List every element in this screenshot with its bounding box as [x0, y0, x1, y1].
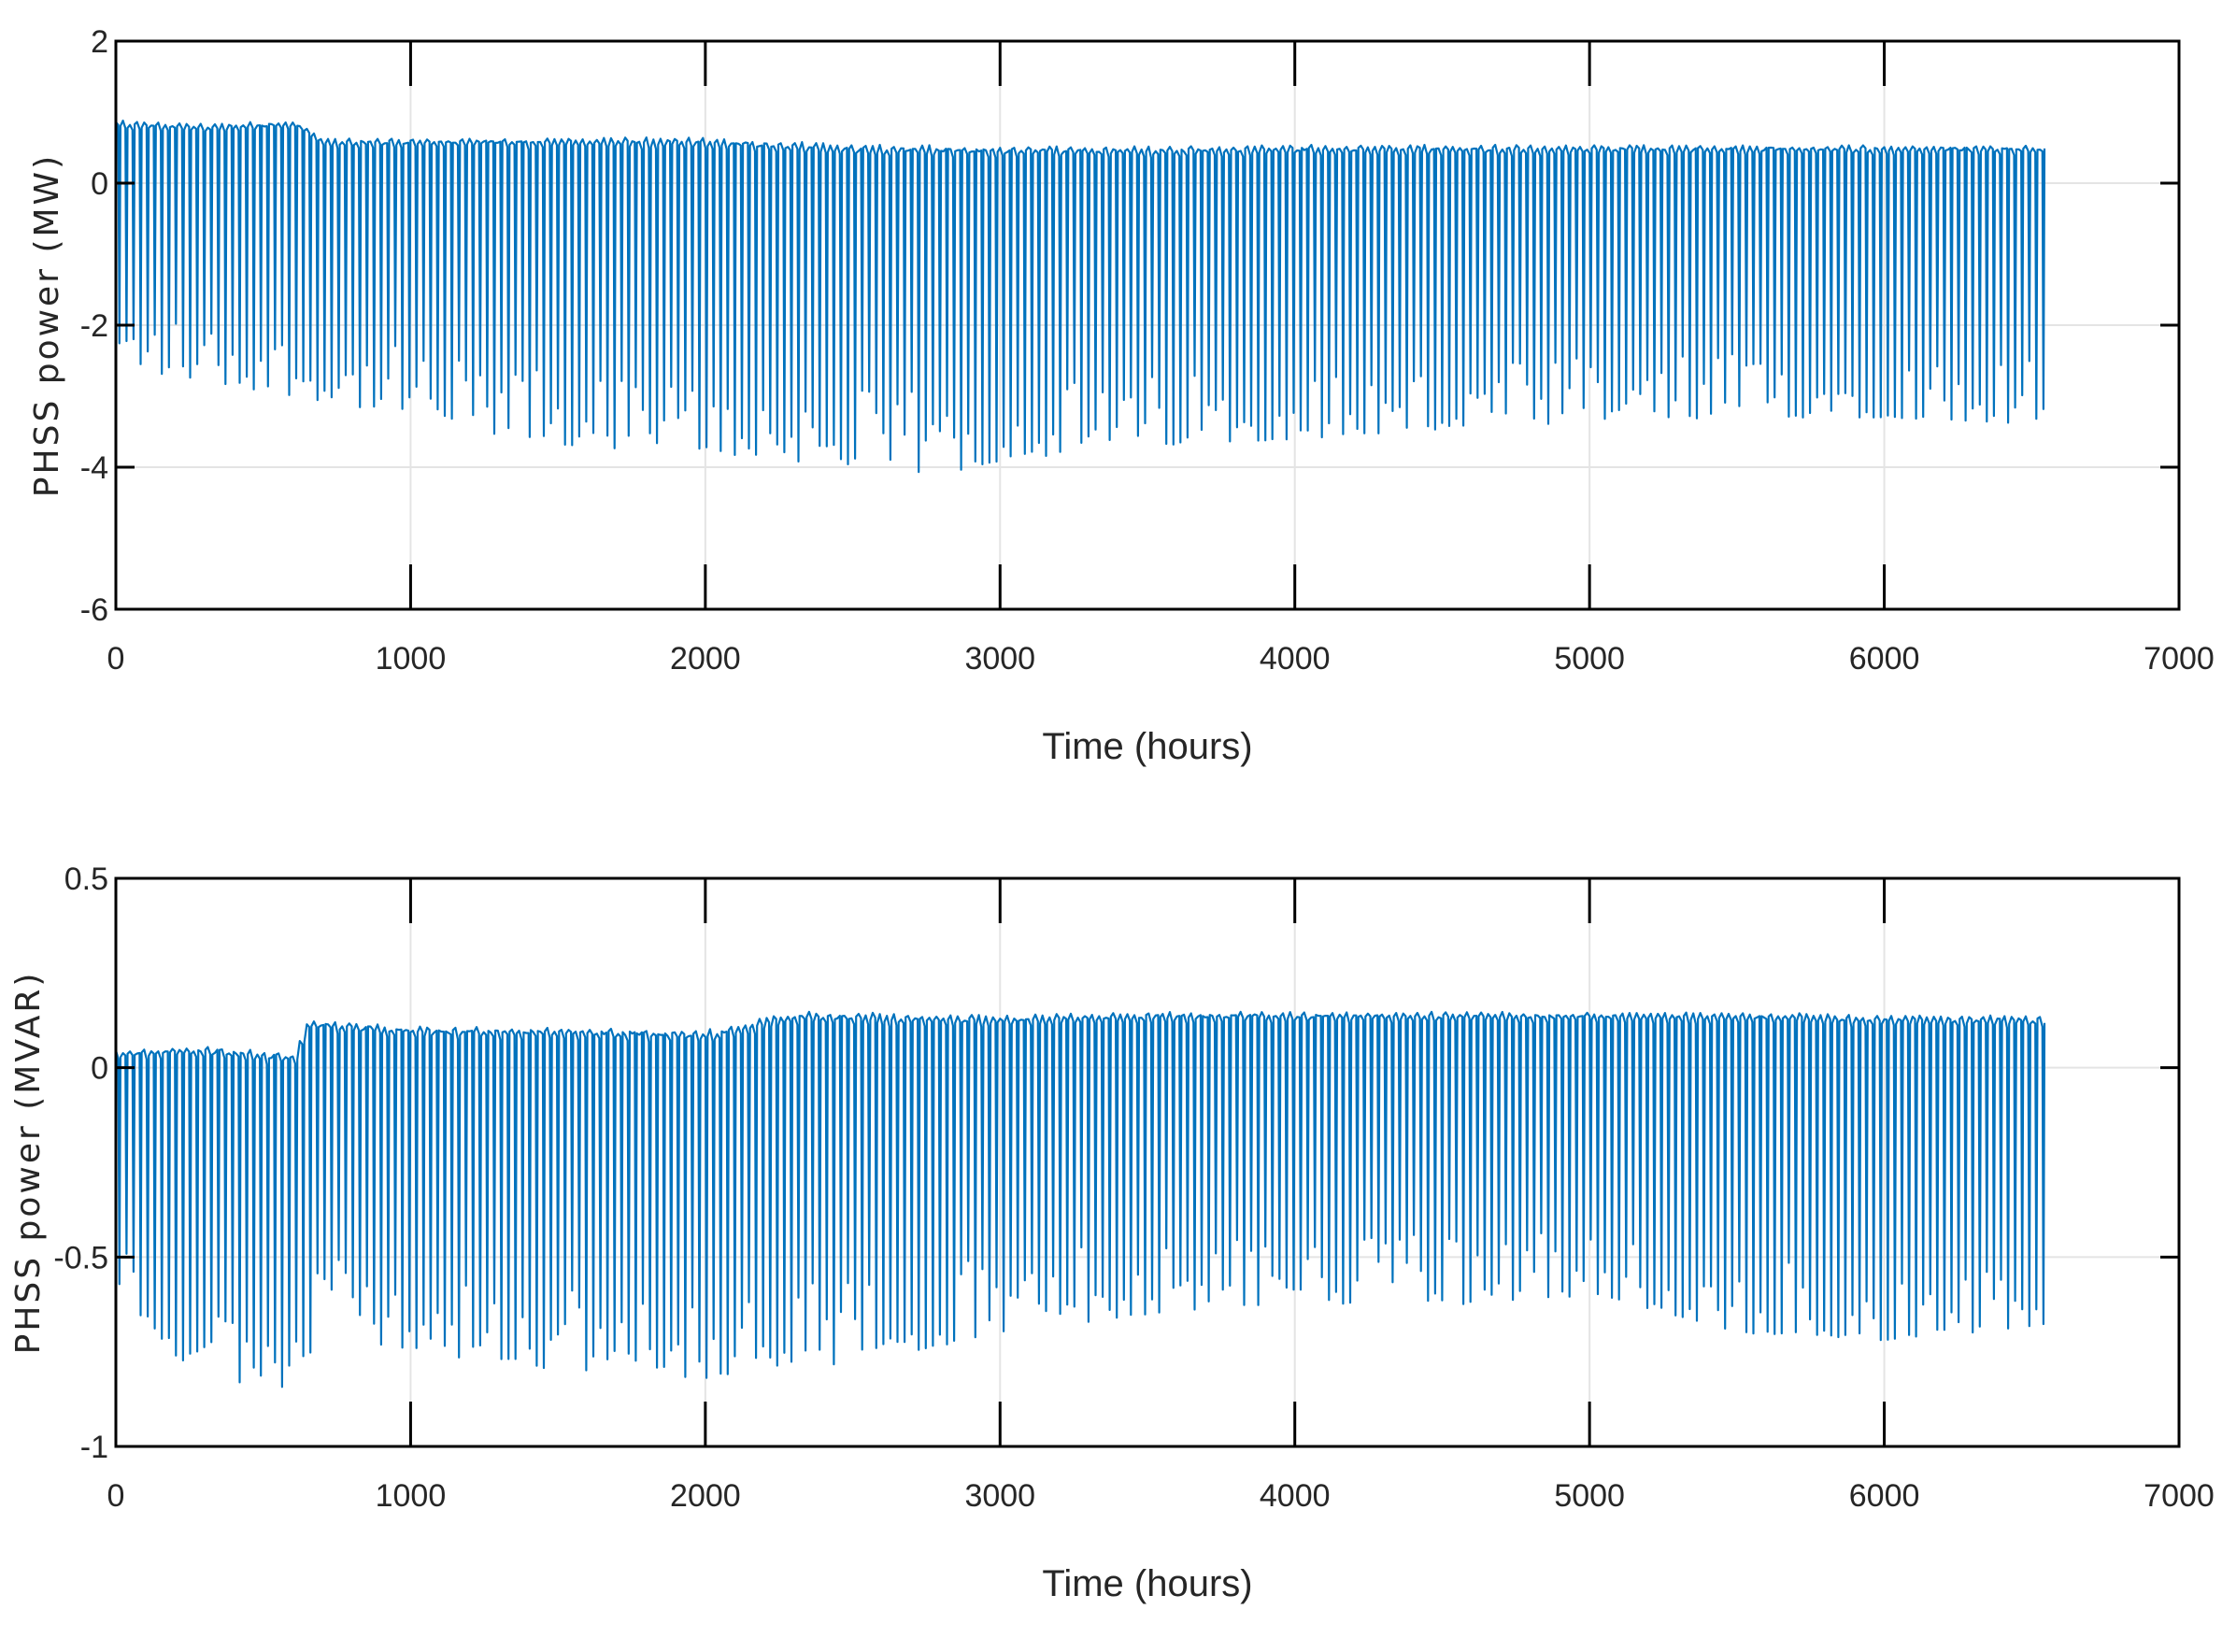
- y-tick-label: 0: [91, 166, 108, 202]
- y-axis-label: PHSS power (MW): [28, 153, 66, 497]
- tick-marks: [114, 876, 2181, 1448]
- x-tick-label: 1000: [376, 641, 447, 676]
- x-tick-label: 5000: [1554, 641, 1625, 676]
- x-tick-labels: 0 1000 2000 3000 4000 5000 6000 7000: [107, 1478, 2215, 1514]
- chart-active-power: 0 1000 2000 3000 4000 5000 6000 7000 2 0 -2 -4 -6 T…: [28, 24, 2215, 767]
- y-axis-label: PHSS power (MVAR): [9, 971, 48, 1355]
- chart-reactive-power: 0 1000 2000 3000 4000 5000 6000 7000 0.5 0 -0.5 -1…: [9, 862, 2215, 1604]
- x-tick-label: 2000: [670, 641, 741, 676]
- series-line-active-power: [115, 120, 2046, 474]
- y-tick-label: 0.5: [64, 862, 108, 897]
- x-tick-label: 4000: [1260, 641, 1331, 676]
- x-tick-label: 6000: [1849, 641, 1920, 676]
- x-tick-label: 0: [107, 641, 125, 676]
- tick-marks: [114, 39, 2181, 611]
- grid-lines: [116, 878, 2179, 1446]
- x-tick-label: 2000: [670, 1478, 741, 1514]
- series-line-reactive-power: [114, 1010, 2046, 1389]
- x-tick-label: 7000: [2144, 641, 2215, 676]
- x-axis-label: Time (hours): [1042, 1563, 1252, 1604]
- x-tick-label: 4000: [1260, 1478, 1331, 1514]
- y-tick-labels: 0.5 0 -0.5 -1: [53, 862, 108, 1465]
- series-line: [115, 120, 2046, 474]
- x-tick-labels: 0 1000 2000 3000 4000 5000 6000 7000: [107, 641, 2215, 676]
- y-tick-label: 0: [91, 1051, 108, 1087]
- y-tick-label: -0.5: [53, 1240, 108, 1275]
- y-tick-label: 2: [91, 24, 108, 60]
- y-tick-label: -1: [80, 1430, 108, 1465]
- x-tick-label: 3000: [964, 1478, 1035, 1514]
- x-tick-label: 5000: [1554, 1478, 1625, 1514]
- plot-frame: [114, 876, 2181, 1448]
- y-tick-label: -2: [80, 308, 108, 344]
- y-tick-labels: 2 0 -2 -4 -6: [80, 24, 108, 628]
- series-line: [114, 1010, 2046, 1389]
- x-tick-label: 0: [107, 1478, 125, 1514]
- y-tick-label: -6: [80, 592, 108, 628]
- x-tick-label: 1000: [376, 1478, 447, 1514]
- x-axis-label: Time (hours): [1042, 726, 1252, 767]
- grid-lines: [116, 41, 2179, 609]
- x-tick-label: 3000: [964, 641, 1035, 676]
- x-tick-label: 6000: [1849, 1478, 1920, 1514]
- y-tick-label: -4: [80, 450, 108, 486]
- x-tick-label: 7000: [2144, 1478, 2215, 1514]
